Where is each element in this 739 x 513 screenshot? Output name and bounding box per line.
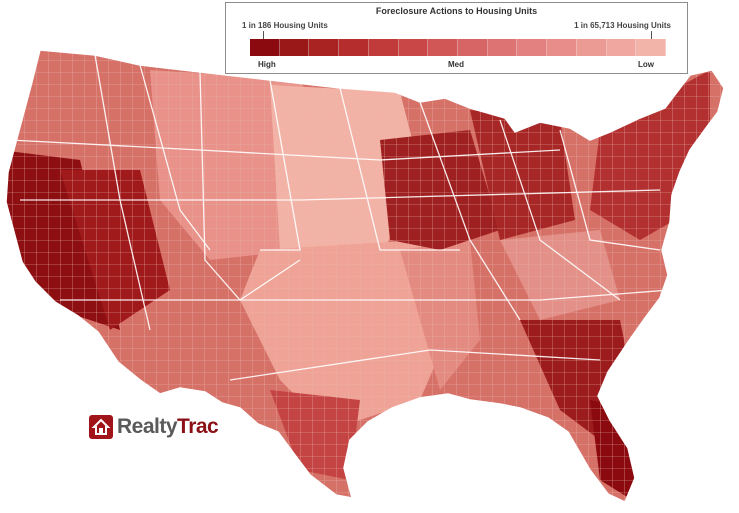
legend-title: Foreclosure Actions to Housing Units — [375, 6, 538, 16]
realtytrac-logo: RealtyTrac — [89, 414, 219, 440]
legend-color-ramp — [250, 39, 667, 56]
legend-low-tick — [651, 31, 652, 39]
legend-level-low: Low — [638, 60, 654, 69]
legend-level-med: Med — [448, 60, 464, 69]
legend-swatch — [547, 39, 577, 56]
legend-low-range-label: 1 in 65,713 Housing Units — [574, 21, 671, 30]
legend-swatch — [636, 39, 667, 56]
house-icon — [89, 415, 113, 439]
legend-high-range-label: 1 in 186 Housing Units — [242, 21, 328, 30]
legend-high-tick — [263, 31, 264, 39]
legend-swatch — [428, 39, 459, 56]
legend-swatch — [250, 39, 280, 56]
legend-level-high: High — [258, 60, 276, 69]
legend-swatch — [368, 39, 399, 56]
legend-swatch — [398, 39, 429, 56]
legend-swatch — [487, 39, 518, 56]
legend-swatch — [576, 39, 607, 56]
legend: Foreclosure Actions to Housing Units 1 i… — [225, 2, 688, 74]
legend-swatch — [458, 39, 488, 56]
legend-swatch — [606, 39, 637, 56]
legend-swatch — [279, 39, 310, 56]
legend-swatch — [339, 39, 369, 56]
legend-swatch — [517, 39, 548, 56]
legend-swatch — [309, 39, 340, 56]
logo-wordmark: RealtyTrac — [117, 415, 219, 438]
